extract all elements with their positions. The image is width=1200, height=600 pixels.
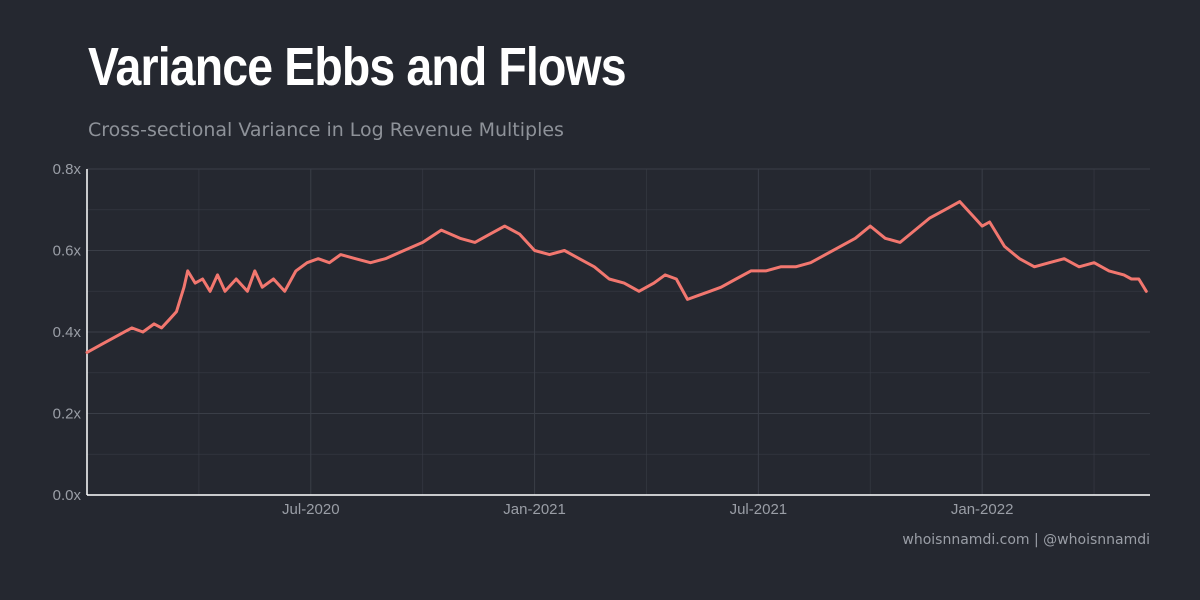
x-tick-label: Jan-2021 bbox=[503, 501, 566, 518]
y-tick-label: 0.6x bbox=[53, 243, 82, 260]
x-tick-label: Jan-2022 bbox=[951, 501, 1014, 518]
series-line bbox=[85, 200, 1148, 354]
x-tick-label: Jul-2020 bbox=[282, 501, 340, 518]
x-tick-label: Jul-2021 bbox=[730, 501, 788, 518]
tick-labels: 0.0x 0.2x 0.4x 0.6x 0.8x Jul-2020 Jan-2021 Jul-… bbox=[53, 161, 1014, 518]
y-tick-label: 0.2x bbox=[53, 406, 82, 423]
grid-lines bbox=[87, 168, 1150, 495]
chart-title: Variance Ebbs and Flows bbox=[88, 37, 627, 97]
chart-subtitle: Cross-sectional Variance in Log Revenue … bbox=[88, 119, 564, 141]
axes bbox=[86, 169, 1150, 496]
credit-text: whoisnnamdi.com | @whoisnnamdi bbox=[902, 532, 1150, 548]
y-tick-label: 0.0x bbox=[53, 487, 82, 504]
y-tick-label: 0.4x bbox=[53, 324, 82, 341]
series-group bbox=[85, 200, 1148, 354]
y-tick-label: 0.8x bbox=[53, 161, 82, 178]
